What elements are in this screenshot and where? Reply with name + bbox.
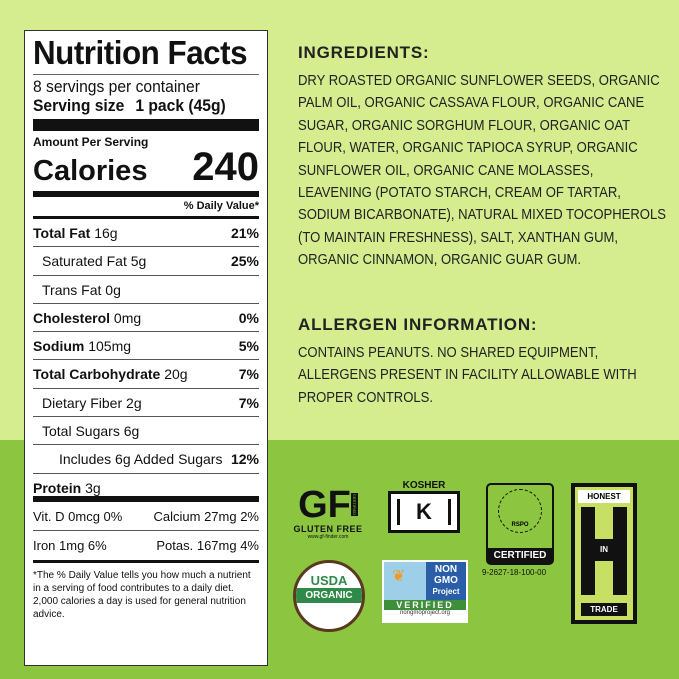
- allergen-section: ALLERGEN INFORMATION: CONTAINS PEANUTS. …: [298, 314, 668, 409]
- amount-per-serving: Amount Per Serving: [33, 135, 149, 149]
- gf-mark: GF: [298, 483, 351, 526]
- nutrient-label: Saturated Fat 5g: [42, 253, 147, 270]
- nutrient-dv: 0%: [238, 309, 259, 326]
- nutrient-label: Protein 3g: [33, 479, 101, 496]
- nutrient-dv: 7%: [238, 366, 259, 383]
- ingredients-section: INGREDIENTS: DRY ROASTED ORGANIC SUNFLOW…: [298, 42, 668, 272]
- honest-top: HONEST: [578, 490, 630, 503]
- nutrition-facts-label: Nutrition Facts 8 servings per container…: [24, 30, 268, 666]
- nutrient-label: Cholesterol 0mg: [33, 309, 142, 326]
- nutrient-label: Includes 6g Added Sugars: [59, 451, 223, 468]
- nongmo-url: nongmoproject.org: [399, 610, 451, 616]
- nutrient-label: Total Sugars 6g: [42, 423, 140, 440]
- vitamin-row: Iron 1mg 6% Potas. 167mg 4%: [33, 531, 259, 560]
- ingredients-heading: INGREDIENTS:: [298, 43, 430, 62]
- nutrient-label: Sodium 105mg: [33, 338, 132, 355]
- servings-per-container: 8 servings per container: [33, 77, 200, 96]
- calcium: Calcium 27mg 2%: [153, 508, 260, 524]
- nutrient-dv: 7%: [238, 394, 259, 411]
- nutrient-row: Total Carbohydrate 20g 7%: [33, 360, 259, 389]
- butterfly-icon: ❦: [384, 562, 426, 600]
- kosher-k: K: [397, 498, 451, 525]
- honest-bottom: TRADE: [581, 603, 627, 616]
- palm-icon: RSPO: [498, 489, 542, 533]
- nutrient-row: Sodium 105mg 5%: [33, 332, 259, 361]
- nutrient-label: Dietary Fiber 2g: [42, 394, 142, 411]
- nutrient-label: Trans Fat 0g: [42, 281, 121, 298]
- usda-organic-logo: USDA ORGANIC: [293, 560, 365, 632]
- usda-bottom: ORGANIC: [296, 588, 362, 603]
- nutrient-row: Total Fat 16g 21%: [33, 219, 259, 248]
- vitamin-row: Vit. D 0mcg 0% Calcium 27mg 2%: [33, 502, 259, 531]
- nutrient-dv: 21%: [230, 225, 259, 241]
- nutrient-label: Total Fat 16g: [33, 225, 118, 241]
- allergen-heading: ALLERGEN INFORMATION:: [298, 315, 538, 334]
- serving-size-label: Serving size: [33, 96, 125, 115]
- nutrient-dv: 25%: [230, 253, 259, 270]
- nutrient-row: Includes 6g Added Sugars 12%: [33, 445, 259, 474]
- nongmo-verified: VERIFIED: [384, 600, 466, 610]
- nutrient-row: Saturated Fat 5g 25%: [33, 247, 259, 276]
- calories-value: 240: [192, 145, 259, 189]
- nongmo-gmo: GMO: [434, 575, 458, 586]
- nutrient-row: Trans Fat 0g: [33, 276, 259, 304]
- nutrient-row: Cholesterol 0mg 0%: [33, 304, 259, 333]
- honest-in-trade-logo: HONEST IN TRADE: [571, 483, 637, 624]
- calories-label: Calories: [33, 155, 148, 187]
- footnote: *The % Daily Value tells you how much a …: [33, 559, 259, 621]
- ingredients-text: DRY ROASTED ORGANIC SUNFLOWER SEEDS, ORG…: [298, 72, 666, 269]
- kosher-logo: KOSHER K: [385, 475, 463, 537]
- nutrient-row: Protein 3g: [33, 474, 259, 502]
- nutrient-row: Dietary Fiber 2g 7%: [33, 389, 259, 418]
- rspo-number: 9-2627-18-100-00: [482, 568, 547, 577]
- nutrient-dv: 12%: [230, 451, 259, 468]
- serving-size-value: 1 pack (45g): [135, 96, 226, 115]
- nutrient-label: Total Carbohydrate 20g: [33, 366, 188, 383]
- honest-mid: IN: [595, 539, 613, 561]
- iron: Iron 1mg 6%: [33, 537, 107, 553]
- kosher-label: KOSHER: [402, 479, 446, 491]
- rspo-certified: CERTIFIED: [488, 548, 552, 563]
- daily-value-header: % Daily Value*: [33, 200, 259, 219]
- nutrient-dv: 5%: [238, 338, 259, 355]
- nutrition-title: Nutrition Facts: [33, 34, 248, 71]
- gluten-free-logo: GF CERTIFIED GLUTEN FREE www.gf-finder.co…: [288, 480, 368, 545]
- gf-url: www.gf-finder.com: [307, 533, 349, 540]
- rspo-name: RSPO: [511, 522, 529, 528]
- nongmo-project: Project: [432, 587, 460, 596]
- nutrient-row: Total Sugars 6g: [33, 417, 259, 446]
- potassium: Potas. 167mg 4%: [156, 537, 259, 553]
- rspo-logo: RSPO CERTIFIED: [486, 483, 554, 565]
- nongmo-non: NON: [434, 564, 458, 575]
- calories-row: Calories 240: [33, 145, 259, 189]
- non-gmo-logo: ❦ NON GMO Project VERIFIED nongmoproject.o…: [382, 560, 468, 623]
- usda-top: USDA: [310, 573, 348, 588]
- gf-certified: CERTIFIED: [350, 492, 358, 517]
- vitamin-d: Vit. D 0mcg 0%: [33, 508, 123, 524]
- serving-size: Serving size 1 pack (45g): [33, 96, 241, 115]
- allergen-text: CONTAINS PEANUTS. NO SHARED EQUIPMENT, A…: [298, 344, 637, 406]
- gf-label: GLUTEN FREE: [293, 523, 363, 534]
